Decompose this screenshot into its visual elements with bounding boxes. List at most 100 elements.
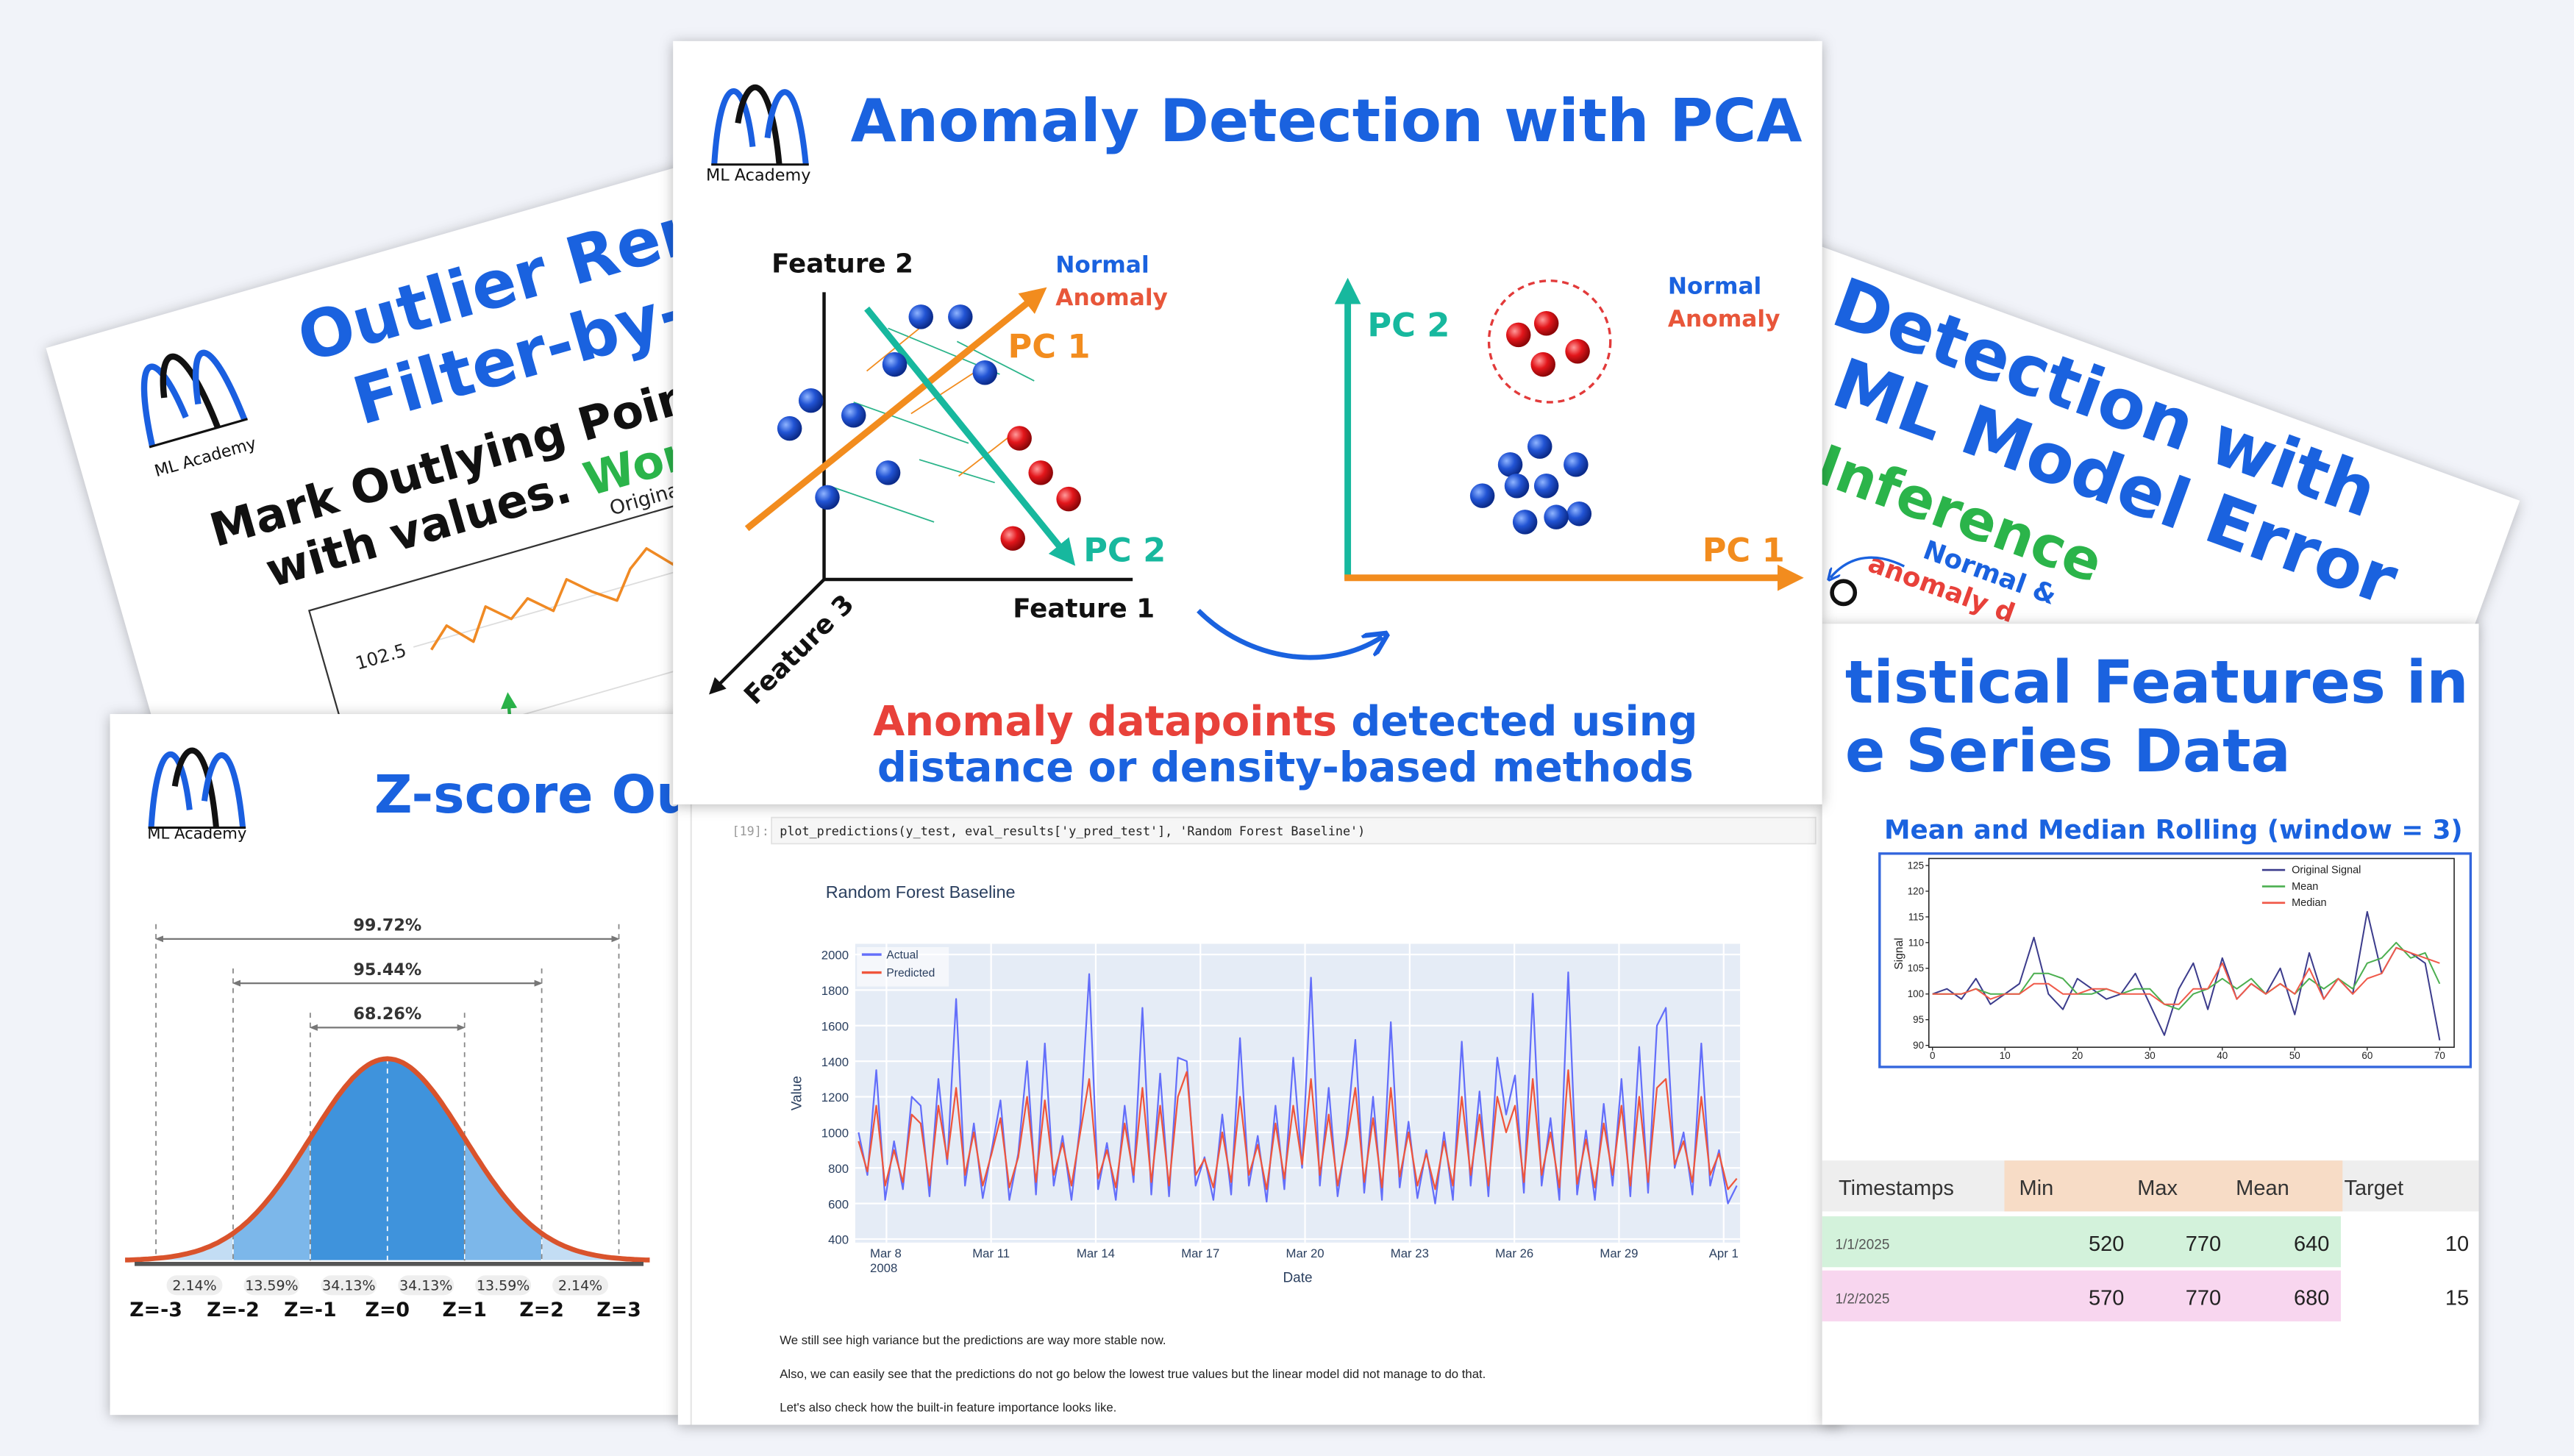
table-cell: 520: [2089, 1232, 2124, 1256]
point: [972, 360, 998, 385]
table-cell: 1/2/2025: [1836, 1291, 1890, 1307]
logo-caption: ML Academy: [147, 824, 246, 843]
share-label: 13.59%: [477, 1278, 530, 1294]
projection-line: [919, 459, 995, 484]
pc-label: PC 1: [1703, 531, 1785, 569]
x-tick-label: Mar 20: [1286, 1246, 1325, 1260]
series-line: [1932, 910, 2441, 1041]
range-label: 68.26%: [353, 1004, 421, 1024]
table-cell: 1/1/2025: [1836, 1238, 1890, 1253]
point: [1564, 452, 1589, 477]
share-badge: [398, 1275, 454, 1296]
y-tick-label: 2000: [821, 949, 849, 963]
code-text: plot_predictions(y_test, eval_results['y…: [780, 824, 1365, 838]
note-text: Let's also check how the built-in featur…: [780, 1401, 1116, 1415]
table-cell: 640: [2294, 1232, 2329, 1256]
x-tick-label: 30: [2145, 1050, 2156, 1061]
y-tick-label: 95: [1913, 1014, 1924, 1025]
table-cell: 10: [2445, 1232, 2469, 1256]
z-label: Z=2: [519, 1299, 563, 1321]
x-tick-label: Mar 23: [1391, 1246, 1429, 1260]
point: [1530, 351, 1555, 377]
notebook-card: [19]: plot_predictions(y_test, eval_resul…: [677, 801, 1842, 1425]
y-tick-label: 110: [1908, 937, 1924, 948]
flow-node: [1830, 579, 1858, 607]
share-badge: [166, 1275, 223, 1296]
table-cell: 570: [2089, 1287, 2124, 1310]
point: [1544, 504, 1569, 529]
point: [1469, 483, 1495, 508]
table-row-bg: [1822, 1270, 2342, 1321]
z-label: Z=-1: [284, 1299, 337, 1321]
legend-label: Actual: [886, 949, 918, 962]
table-header-cell: Max: [2137, 1177, 2178, 1200]
share-label: 34.13%: [322, 1278, 375, 1294]
legend-label: Predicted: [886, 967, 935, 979]
footer-text: distance or density-based methods: [877, 744, 1694, 792]
share-badge: [552, 1275, 609, 1296]
x-tick-label: Mar 26: [1495, 1246, 1533, 1260]
note-text: We still see high variance but the predi…: [780, 1333, 1166, 1347]
stats-card: tistical Features ine Series Data Mean an…: [1822, 624, 2479, 1425]
point: [841, 403, 866, 428]
footer-text: Anomaly datapoints detected using: [873, 698, 1697, 746]
legend-label: Anomaly: [1055, 285, 1168, 311]
y-tick-label: 90: [1913, 1040, 1924, 1051]
point: [777, 415, 802, 441]
axis-label: Feature 1: [1013, 593, 1155, 624]
bell-curve: [125, 1056, 650, 1263]
y-tick-label: 105: [1908, 963, 1924, 974]
axis-label: Feature 2: [771, 249, 913, 279]
x-tick-label: Mar 8: [870, 1246, 902, 1260]
point: [908, 304, 933, 329]
point: [1028, 460, 1053, 485]
y-tick-label: 800: [828, 1162, 849, 1176]
table-cell: 770: [2186, 1232, 2221, 1256]
point: [1533, 474, 1559, 499]
share-label: 2.14%: [558, 1278, 602, 1294]
projection-line: [910, 367, 983, 415]
table-header-cell: Timestamps: [1839, 1177, 1954, 1200]
x-axis-label: Date: [1283, 1270, 1312, 1285]
transform-arrow: [1197, 609, 1382, 660]
point: [882, 351, 908, 377]
projection-line: [853, 402, 969, 444]
pc-label: PC 2: [1367, 307, 1450, 345]
point: [1007, 426, 1032, 451]
share-label: 13.59%: [245, 1278, 298, 1294]
z-label: Z=-2: [207, 1299, 260, 1321]
y-tick-label: 125: [1908, 860, 1924, 871]
x-tick-label: 60: [2361, 1050, 2372, 1061]
z-label: Z=0: [366, 1299, 410, 1321]
note-text: Also, we can easily see that the predict…: [780, 1367, 1486, 1381]
legend-label: Original Signal: [2292, 865, 2361, 877]
anomaly-boundary: [1487, 279, 1612, 404]
share-badge: [243, 1275, 300, 1296]
range-label: 99.72%: [353, 916, 421, 935]
pc-label: PC 2: [1083, 531, 1166, 569]
card-background: [673, 40, 1822, 804]
footer-highlight: Anomaly datapoints: [873, 698, 1337, 746]
card-title: e Series Data: [1845, 716, 2291, 785]
pca-card: ML Academy Anomaly Detection with PCA Feat…: [673, 40, 1822, 804]
table-header-cell: Min: [2019, 1177, 2054, 1200]
y-axis-label: Signal: [1893, 938, 1905, 969]
y-tick-label: 115: [1908, 911, 1924, 922]
x-tick-label: 40: [2217, 1050, 2228, 1061]
point: [948, 304, 973, 329]
y-tick-label: 120: [1908, 885, 1924, 896]
card-title: Z-score Ou: [374, 764, 694, 825]
plot-border: [1928, 857, 2455, 1048]
x-tick-label: 50: [2289, 1050, 2300, 1061]
x-tick-label: 70: [2434, 1050, 2445, 1061]
card-title: tistical Features in: [1845, 647, 2469, 716]
z-label: Z=-3: [129, 1299, 182, 1321]
y-tick-label: 400: [828, 1233, 849, 1247]
x-tick-label: 0: [1930, 1050, 1935, 1061]
flow-arrow: [1830, 556, 1905, 578]
point: [1056, 486, 1081, 512]
series-line: [858, 1069, 1738, 1191]
point: [1000, 526, 1025, 551]
